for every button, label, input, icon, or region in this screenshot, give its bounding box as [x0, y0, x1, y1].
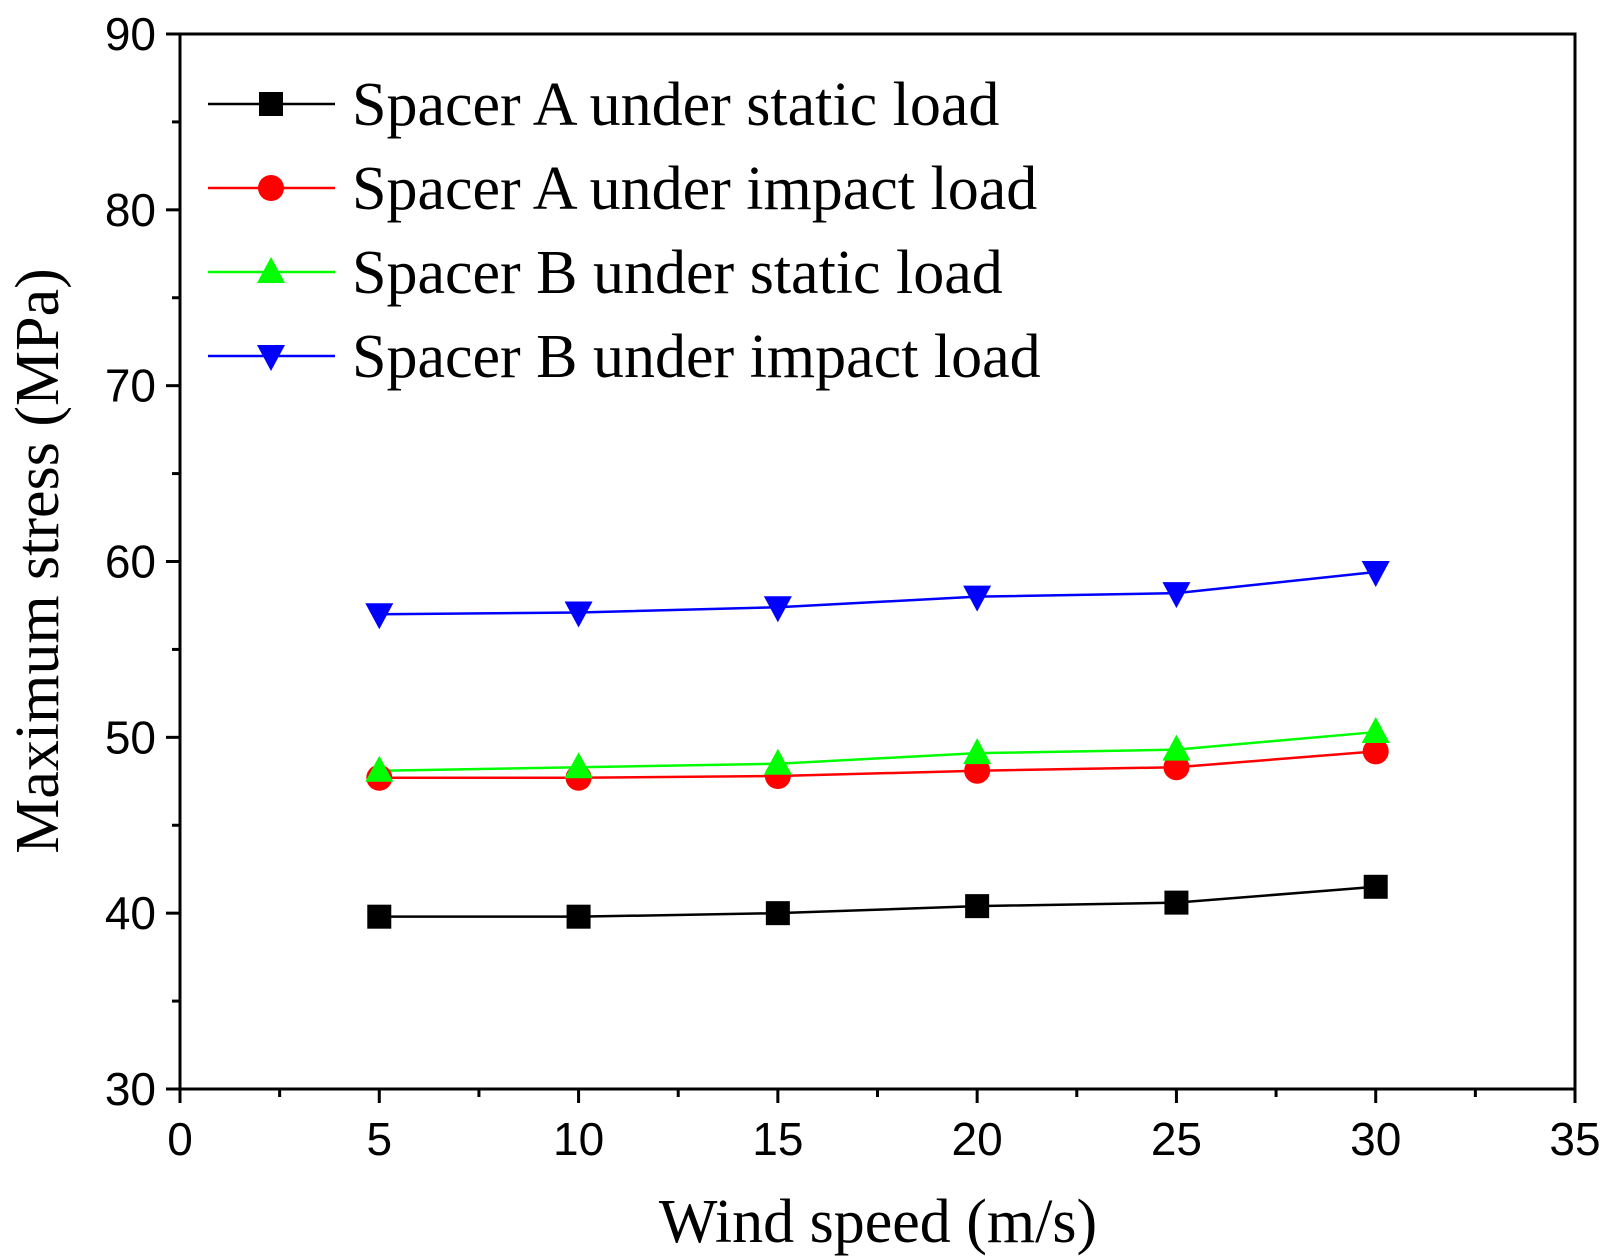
legend-marker-4: [257, 345, 285, 371]
legend-marker-3: [257, 257, 285, 283]
legend-label-4: Spacer B under impact load: [352, 323, 1041, 391]
y-tick-label: 70: [105, 360, 156, 412]
series-3-point: [564, 752, 593, 779]
y-tick-label: 80: [105, 184, 156, 236]
series-3-point: [1361, 717, 1390, 744]
series-lines: [379, 570, 1376, 918]
series-1-point: [566, 904, 591, 929]
series-1-point: [965, 894, 990, 919]
legend-label-3: Spacer B under static load: [352, 239, 1003, 307]
series-line-1: [379, 885, 1376, 918]
x-tick-label: 10: [553, 1113, 604, 1165]
axis-ticks: [166, 32, 1577, 1103]
y-axis-title: Maximum stress (MPa): [4, 268, 72, 854]
series-3-point: [763, 748, 792, 775]
series-line-3: [379, 730, 1376, 772]
y-tick-label: 30: [105, 1063, 156, 1115]
series-1-point: [1363, 874, 1388, 899]
y-tick-label: 90: [105, 8, 156, 60]
x-tick-label: 25: [1151, 1113, 1202, 1165]
series-4-point: [564, 601, 593, 628]
series-4-point: [1361, 561, 1390, 588]
series-3-point: [365, 755, 394, 782]
series-2-point: [964, 757, 991, 784]
series-1-point: [1164, 890, 1189, 915]
series-2-point: [1163, 754, 1190, 781]
y-tick-label: 40: [105, 887, 156, 939]
x-tick-label: 20: [952, 1113, 1003, 1165]
series-3-point: [1162, 734, 1191, 761]
legend-marker-2: [258, 175, 284, 201]
series-1-point: [367, 904, 392, 929]
legend-marker-1: [259, 92, 283, 116]
series-1-point: [765, 901, 790, 926]
y-tick-label: 60: [105, 536, 156, 588]
x-tick-label: 35: [1549, 1113, 1600, 1165]
series-4-point: [763, 596, 792, 623]
series-4-point: [365, 603, 394, 630]
x-tick-label: 15: [752, 1113, 803, 1165]
series-2-point: [1362, 738, 1389, 765]
x-axis-title: Wind speed (m/s): [659, 1188, 1097, 1256]
y-tick-label: 50: [105, 711, 156, 763]
series-markers: [365, 561, 1390, 929]
series-line-2: [379, 750, 1376, 780]
tick-labels: 0 5 10 15 20 25 30 35 30 40 50 60 70 80 90: [105, 8, 1601, 1165]
legend-label-2: Spacer A under impact load: [352, 155, 1037, 223]
series-4-point: [963, 585, 992, 612]
series-4-point: [1162, 582, 1191, 609]
legend-label-1: Spacer A under static load: [352, 71, 999, 139]
x-tick-label: 0: [167, 1113, 193, 1165]
x-tick-label: 5: [366, 1113, 392, 1165]
x-tick-label: 30: [1350, 1113, 1401, 1165]
legend: Spacer A under static load Spacer A under…: [208, 71, 1041, 391]
series-3-point: [963, 738, 992, 765]
series-line-4: [379, 570, 1376, 616]
